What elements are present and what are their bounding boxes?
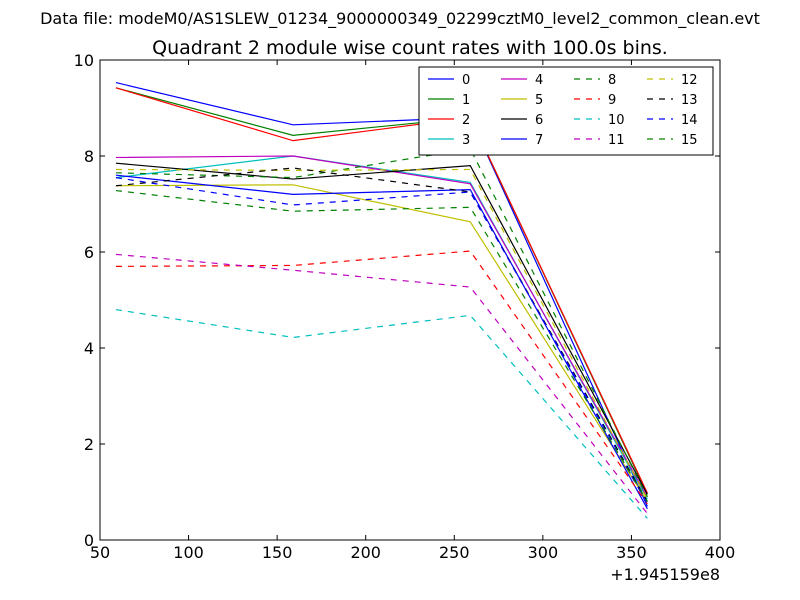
- y-tick-label: 8: [84, 147, 94, 166]
- series-line-15: [115, 189, 648, 502]
- series-line-9: [115, 250, 648, 505]
- legend-label-4: 4: [535, 73, 543, 88]
- x-tick-label: 50: [90, 543, 110, 562]
- x-tick-label: 400: [705, 543, 736, 562]
- y-tick-label: 4: [84, 339, 94, 358]
- legend-label-7: 7: [535, 133, 543, 148]
- chart-subtitle: Data file: modeM0/AS1SLEW_01234_90000003…: [40, 9, 760, 29]
- legend-label-2: 2: [462, 113, 470, 128]
- series-line-10: [115, 309, 648, 519]
- x-tick-label: 250: [439, 543, 470, 562]
- legend-label-1: 1: [462, 93, 470, 108]
- legend-label-0: 0: [462, 73, 470, 88]
- series-line-12: [115, 168, 648, 500]
- legend-label-13: 13: [681, 93, 698, 108]
- plot-frame: [99, 59, 721, 541]
- x-tick-label: 150: [262, 543, 293, 562]
- y-tick-label: 0: [84, 531, 94, 550]
- legend-label-14: 14: [681, 113, 698, 128]
- legend-label-12: 12: [681, 73, 698, 88]
- legend-label-3: 3: [462, 133, 470, 148]
- series-line-7: [115, 174, 648, 510]
- series-line-11: [115, 253, 648, 514]
- legend-label-8: 8: [608, 73, 616, 88]
- x-tick-label: 200: [350, 543, 381, 562]
- series-line-0: [115, 81, 648, 507]
- legend-label-10: 10: [608, 113, 625, 128]
- x-tick-label: 300: [528, 543, 559, 562]
- legend-label-9: 9: [608, 93, 616, 108]
- series-line-14: [115, 177, 648, 505]
- series-layer: [115, 81, 648, 519]
- series-line-3: [115, 155, 648, 500]
- series-line-2: [115, 87, 648, 494]
- chart-title: Quadrant 2 module wise count rates with …: [152, 37, 668, 59]
- series-line-5: [115, 184, 648, 502]
- legend-label-15: 15: [681, 133, 698, 148]
- series-line-13: [115, 167, 648, 502]
- y-tick-label: 2: [84, 435, 94, 454]
- y-tick-label: 6: [84, 243, 94, 262]
- series-line-8: [115, 148, 648, 498]
- x-tick-label: 350: [616, 543, 647, 562]
- y-tick-label: 10: [74, 51, 94, 70]
- series-line-6: [115, 162, 648, 495]
- legend-box: [418, 66, 714, 156]
- legend-label-5: 5: [535, 93, 543, 108]
- legend-label-6: 6: [535, 113, 543, 128]
- x-tick-label: 100: [173, 543, 204, 562]
- legend-label-11: 11: [608, 133, 625, 148]
- x-offset-label: +1.945159e8: [610, 565, 720, 584]
